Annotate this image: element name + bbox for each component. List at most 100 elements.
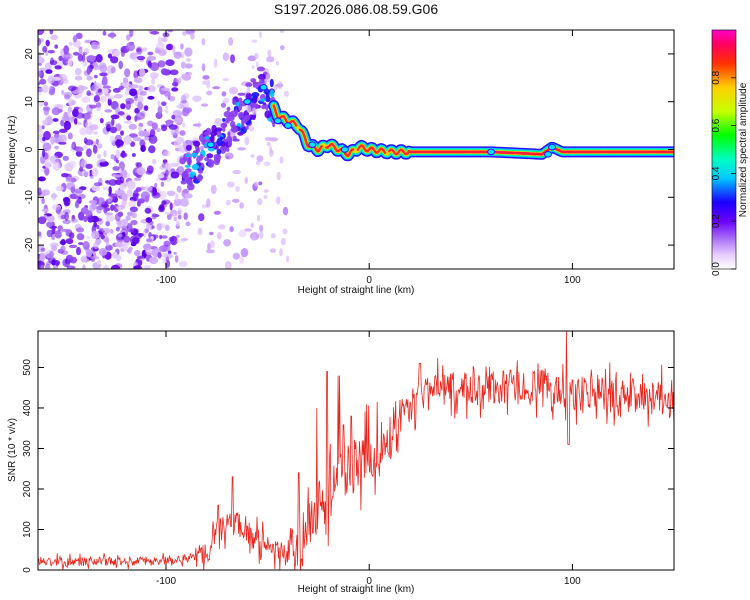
spectrogram-noise-cell xyxy=(67,160,76,168)
spectrogram-band-cell xyxy=(225,147,230,153)
spectrogram-noise-cell xyxy=(182,31,187,36)
spectrogram-noise-cell xyxy=(64,202,70,206)
spectrogram-noise-cell xyxy=(265,73,271,82)
spectrogram-noise-cell xyxy=(126,115,132,121)
snr-frame xyxy=(37,330,675,571)
spectrogram-noise-cell xyxy=(255,61,259,69)
spectrogram-noise-cell xyxy=(78,242,84,246)
spectrogram-noise-cell xyxy=(51,107,61,116)
spectrogram-noise-cell xyxy=(41,119,49,126)
spectrogram-x-tick-label: 100 xyxy=(564,275,581,286)
spectrogram-noise-cell xyxy=(276,171,281,181)
spectrogram-noise-cell xyxy=(86,236,91,240)
spectrogram-noise-cell xyxy=(180,43,184,50)
spectrogram-noise-cell xyxy=(58,141,67,145)
spectrogram-noise-cell xyxy=(86,111,93,115)
spectrogram-noise-cell xyxy=(279,156,284,164)
spectrogram-noise-cell xyxy=(60,228,64,233)
colorbar xyxy=(711,29,737,270)
spectrogram-noise-cell xyxy=(60,245,66,252)
spectrogram-noise-cell xyxy=(38,216,47,225)
spectrogram-noise-cell xyxy=(209,240,215,249)
spectrogram-noise-cell xyxy=(178,77,182,84)
spectrogram-noise-cell xyxy=(156,223,162,231)
spectrogram-x-ticks: -100 0 100 xyxy=(156,30,581,286)
spectrogram-noise-cell xyxy=(213,210,221,215)
spectrogram-noise-cell xyxy=(82,264,86,269)
spectrogram-noise-cell xyxy=(114,93,123,99)
spectrogram-noise-cell xyxy=(173,139,181,148)
spectrogram-noise-cell xyxy=(176,185,182,193)
spectrogram-noise-cell xyxy=(93,182,103,187)
spectrogram-noise-cell xyxy=(255,160,261,166)
spectrogram-noise-cell xyxy=(125,42,135,52)
spectrogram-noise-cell xyxy=(137,255,144,259)
spectrogram-noise-cell xyxy=(54,44,58,49)
spectrogram-noise-cell xyxy=(79,166,83,172)
spectrogram-noise-cell xyxy=(39,102,44,107)
spectrogram-noise-cell xyxy=(60,214,66,220)
snr-y-label: SNR (10 * v/v) xyxy=(7,418,18,482)
spectrogram-y-tick-label: -10 xyxy=(24,190,35,205)
spectrogram-noise-cell xyxy=(117,206,122,211)
spectrogram-noise-cell xyxy=(78,211,84,221)
spectrogram-noise-cell xyxy=(165,59,175,66)
spectrogram-band-cell xyxy=(204,157,210,162)
spectrogram-noise-cell xyxy=(129,88,138,97)
spectrogram-noise-cell xyxy=(99,248,108,256)
spectrogram-noise-cell xyxy=(244,177,249,184)
spectrogram-noise-cell xyxy=(80,258,90,263)
spectrogram-noise-cell xyxy=(52,130,60,134)
spectrogram-noise-cell xyxy=(259,224,264,232)
spectrogram-band-cell xyxy=(215,154,221,163)
spectrogram-noise-cell xyxy=(180,61,187,69)
spectrogram-noise-cell xyxy=(246,105,252,113)
spectrogram-noise-cell xyxy=(254,181,259,187)
spectrogram-noise-cell xyxy=(179,130,186,136)
spectrogram-noise-cell xyxy=(129,206,138,213)
snr-series-line xyxy=(38,331,674,570)
spectrogram-noise-cell xyxy=(67,106,73,113)
spectrogram-noise-cell xyxy=(212,86,221,90)
snr-x-tick-label: -100 xyxy=(156,576,176,587)
spectrogram-noise-cell xyxy=(224,152,234,160)
spectrogram-band-cell xyxy=(216,148,222,155)
spectrogram-noise-cell xyxy=(172,45,176,55)
spectrogram-noise-cell xyxy=(153,234,159,239)
spectrogram-noise-cell xyxy=(180,95,187,102)
spectrogram-noise-cell xyxy=(68,85,76,92)
spectrogram-noise-cell xyxy=(86,75,93,81)
spectrogram-noise-cell xyxy=(251,107,257,115)
spectrogram-noise-cell xyxy=(173,116,183,124)
spectrogram-noise-cell xyxy=(44,160,51,169)
spectrogram-noise-cell xyxy=(160,50,167,55)
spectrogram-band-cell xyxy=(228,137,233,144)
spectrogram-noise-cell xyxy=(58,134,67,143)
spectrogram-noise-cell xyxy=(114,241,123,248)
spectrogram-ridge-hotspot xyxy=(544,150,553,158)
spectrogram-noise-cell xyxy=(103,88,109,94)
spectrogram-noise-cell xyxy=(175,220,181,227)
spectrogram-band-cell xyxy=(251,113,256,121)
spectrogram-noise-cell xyxy=(143,265,152,269)
spectrogram-noise-cell xyxy=(91,168,99,177)
spectrogram-noise-cell xyxy=(95,138,99,145)
spectrogram-noise-cell xyxy=(160,181,165,187)
spectrogram-noise-cell xyxy=(137,101,144,111)
spectrogram-noise-cell xyxy=(166,213,172,220)
spectrogram-noise-cell xyxy=(38,187,42,197)
spectrogram-noise-cell xyxy=(86,55,96,62)
spectrogram-noise-cell xyxy=(103,264,109,269)
spectrogram-noise-cell xyxy=(126,34,131,41)
spectrogram-noise-cell xyxy=(282,206,289,216)
spectrogram-noise-cell xyxy=(89,104,97,109)
spectrogram-noise-cell xyxy=(246,86,251,94)
spectrogram-noise-cell xyxy=(263,161,271,167)
spectrogram-noise-cell xyxy=(251,65,255,69)
spectrogram-noise-cell xyxy=(68,244,78,249)
spectrogram-noise-cell xyxy=(101,227,111,234)
spectrogram-noise-cell xyxy=(147,95,155,100)
spectrogram-noise-cell xyxy=(173,51,182,59)
spectrogram-noise-cell xyxy=(177,214,182,220)
spectrogram-noise-cell xyxy=(221,91,227,97)
